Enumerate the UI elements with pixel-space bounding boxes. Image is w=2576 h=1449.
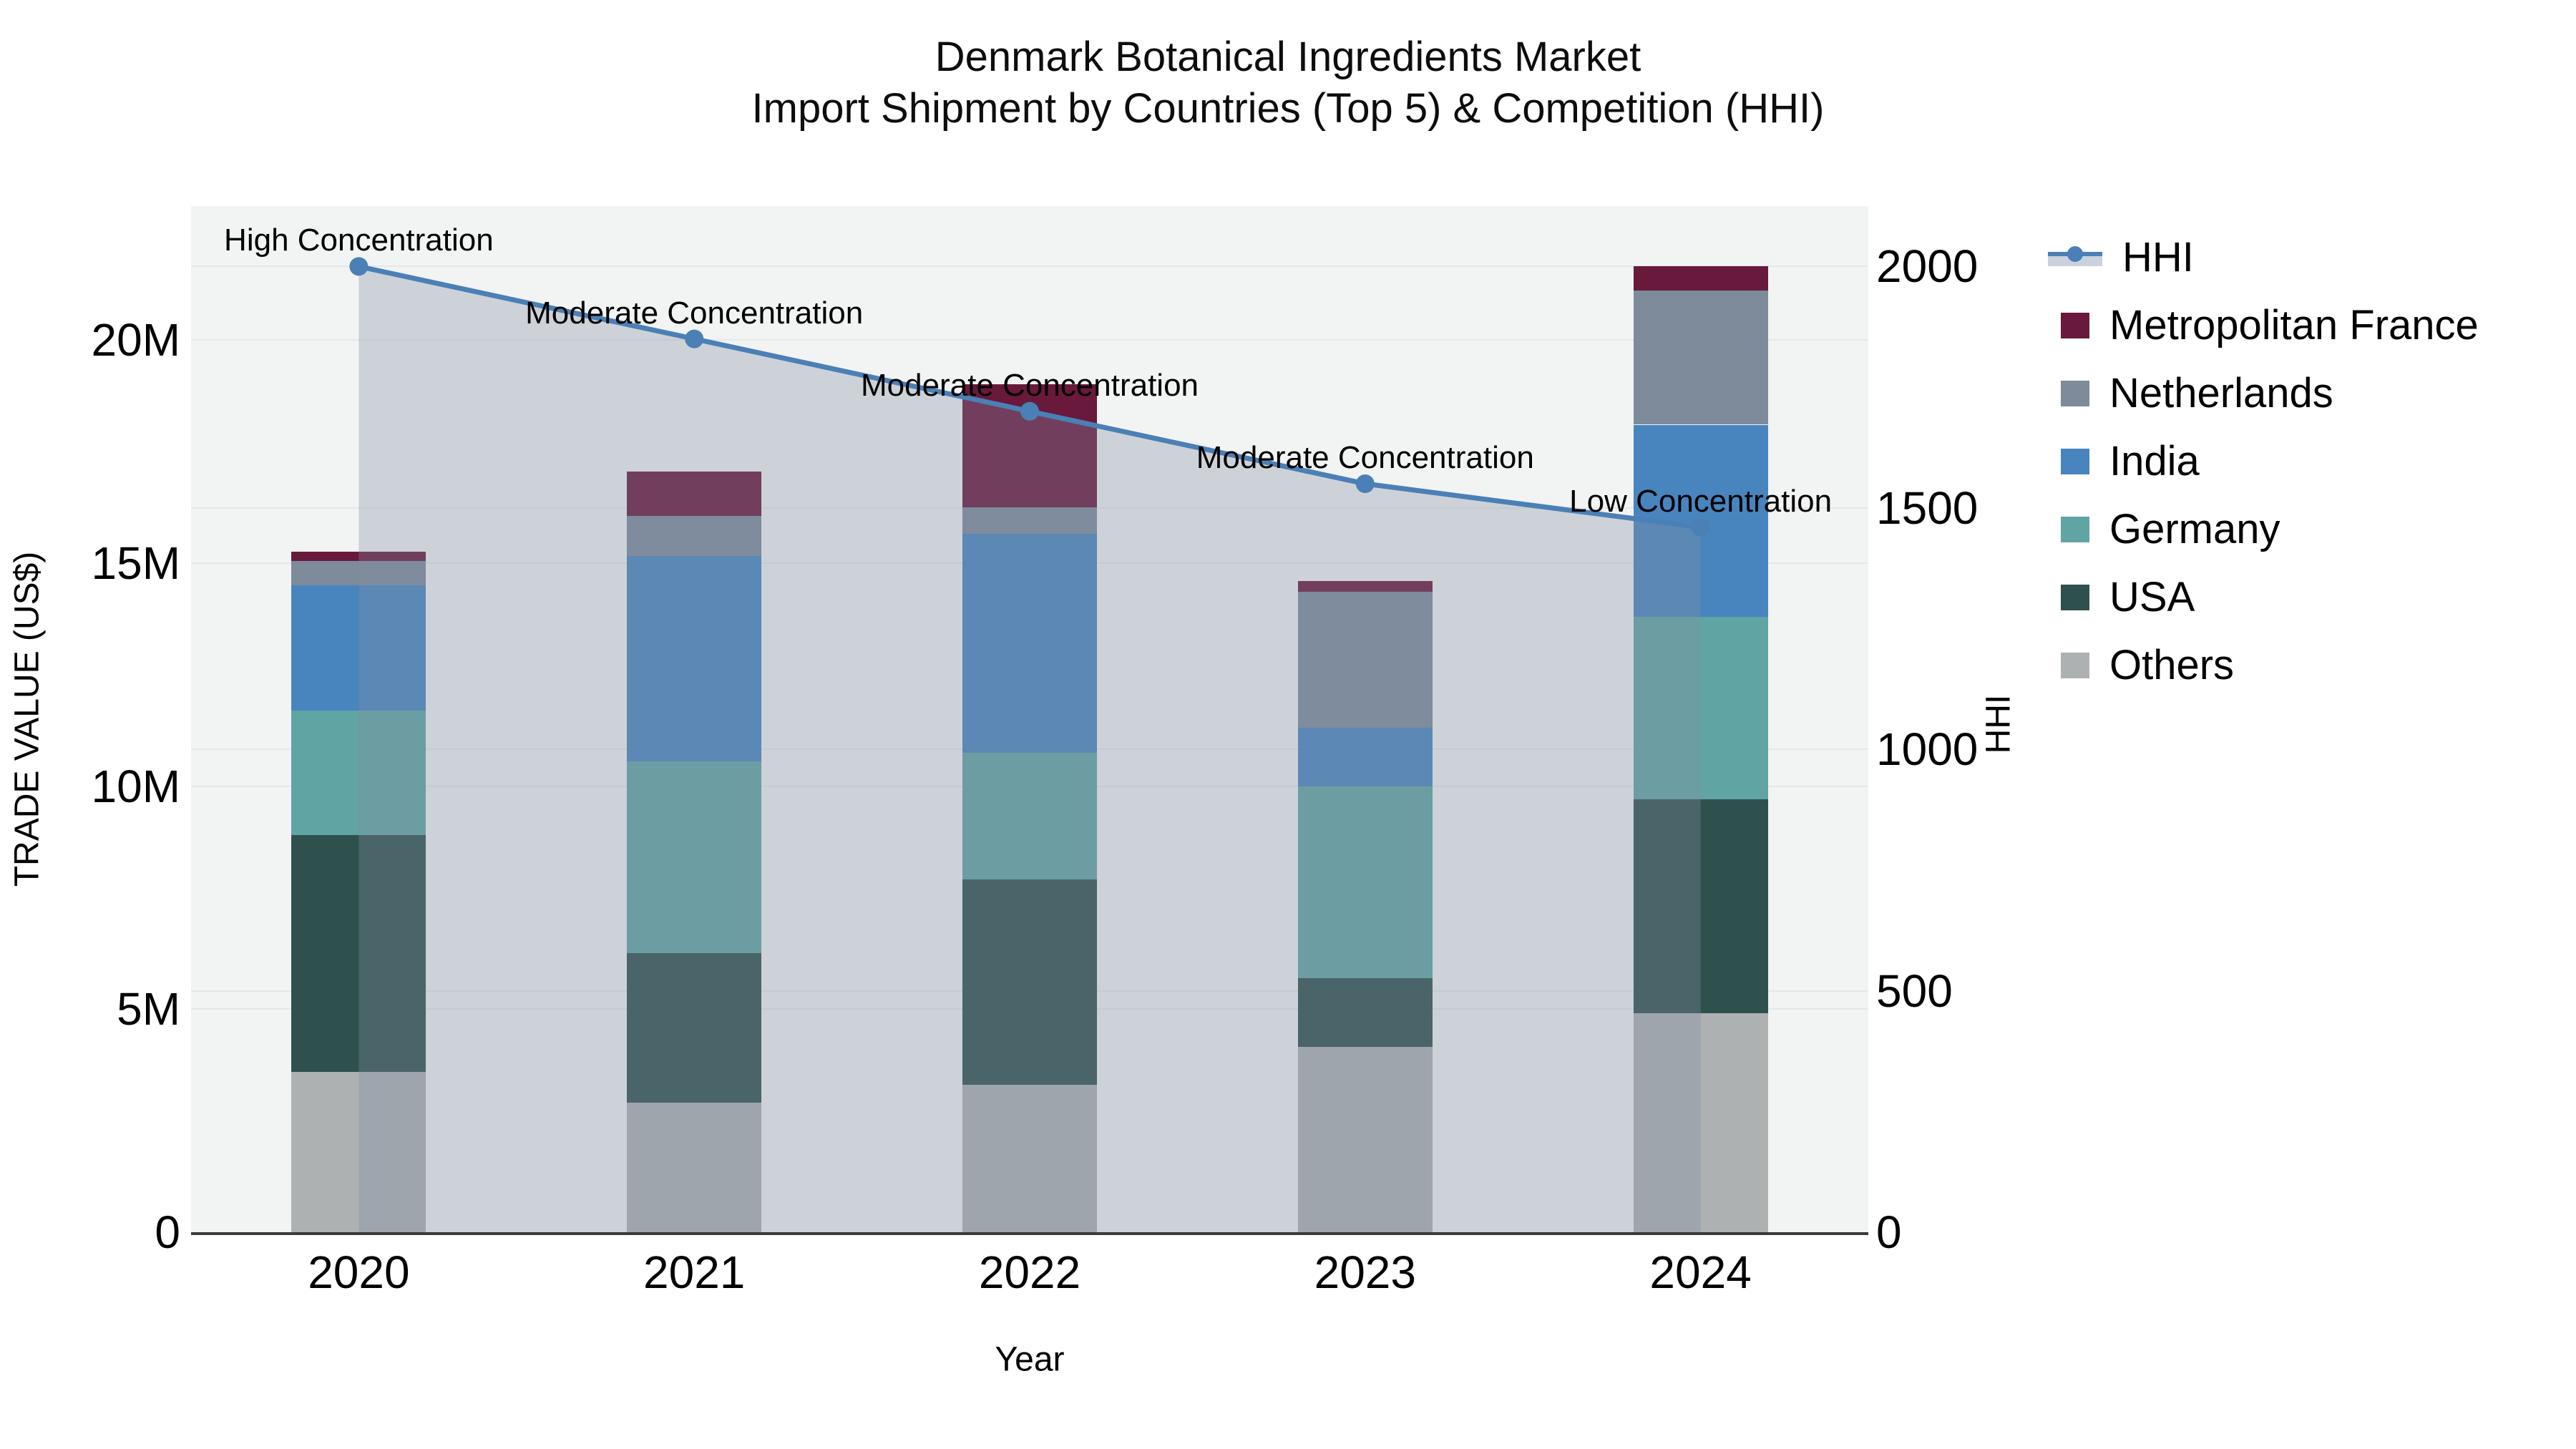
y-left-tick-20M: 20M — [91, 314, 181, 366]
y-left-tick-0: 0 — [155, 1206, 180, 1258]
x-tick-2021: 2021 — [643, 1246, 746, 1298]
bar-segment-2024-netherlands — [1633, 291, 1768, 425]
bar-segment-2024-usa — [1633, 799, 1768, 1014]
bar-segment-2020-germany — [291, 710, 426, 836]
y-right-tick-1500: 1500 — [1876, 482, 1979, 534]
bar-segment-2020-netherlands — [291, 560, 426, 585]
bar-segment-2023-germany — [1297, 786, 1433, 978]
x-tick-2020: 2020 — [308, 1246, 410, 1298]
annotation-2021: Moderate Concentration — [525, 295, 864, 331]
chart-title-line1: Denmark Botanical Ingredients Market — [935, 34, 1641, 80]
y-left-tick-15M: 15M — [91, 537, 181, 589]
bar-segment-2023-others — [1297, 1047, 1433, 1232]
annotation-2024: Low Concentration — [1569, 483, 1833, 519]
bar-segment-2022-india — [962, 534, 1097, 753]
legend-item-hhi[interactable]: HHI — [2044, 223, 2194, 291]
hhi-legend-line-icon — [2048, 245, 2102, 270]
hhi-marker-swatch — [2067, 245, 2083, 262]
bar-segment-2020-usa — [291, 835, 426, 1072]
y-left-axis-title: TRADE VALUE (US$) — [8, 551, 47, 887]
bar-segment-2024-germany — [1633, 616, 1768, 800]
legend-item-india[interactable]: India — [2044, 427, 2200, 495]
legend-item-netherlands[interactable]: Netherlands — [2044, 359, 2333, 427]
legend-label: Metropolitan France — [2109, 302, 2479, 348]
y-left-tick-5M: 5M — [117, 983, 180, 1035]
legend-item-usa[interactable]: USA — [2044, 563, 2195, 631]
bar-segment-2023-usa — [1297, 977, 1433, 1048]
legend-swatch-netherlands — [2061, 380, 2089, 406]
gridline-left-20M — [191, 339, 1868, 341]
bar-segment-2020-metropolitan-france — [291, 552, 426, 561]
legend-swatch-metropolitan-france — [2061, 312, 2089, 338]
bar-segment-2024-india — [1633, 424, 1768, 617]
bar-segment-2021-germany — [627, 761, 762, 954]
bar-segment-2021-netherlands — [627, 516, 762, 557]
y-right-tick-1000: 1000 — [1876, 723, 1979, 776]
y-right-tick-2000: 2000 — [1876, 240, 1979, 293]
legend-label: India — [2109, 438, 2200, 484]
y-right-tick-0: 0 — [1876, 1206, 1902, 1258]
y-right-tick-500: 500 — [1876, 965, 1953, 1017]
x-tick-2023: 2023 — [1314, 1246, 1416, 1298]
legend-item-others[interactable]: Others — [2044, 631, 2234, 699]
legend-label: HHI — [2122, 234, 2194, 280]
x-axis-line — [191, 1232, 1868, 1235]
bar-segment-2022-others — [962, 1085, 1097, 1232]
legend-swatch-india — [2061, 448, 2089, 474]
x-axis-title: Year — [995, 1340, 1065, 1379]
legend-label: USA — [2109, 574, 2195, 620]
legend-item-metropolitan-france[interactable]: Metropolitan France — [2044, 291, 2479, 359]
bar-segment-2021-usa — [627, 953, 762, 1103]
bar-segment-2022-usa — [962, 879, 1097, 1085]
legend-label: Germany — [2109, 506, 2280, 552]
bar-segment-2021-india — [627, 556, 762, 762]
x-tick-2024: 2024 — [1649, 1246, 1752, 1298]
annotation-2020: High Concentration — [224, 223, 494, 258]
legend-item-germany[interactable]: Germany — [2044, 495, 2280, 563]
chart-title-line2: Import Shipment by Countries (Top 5) & C… — [751, 85, 1825, 132]
bar-segment-2024-metropolitan-france — [1633, 266, 1768, 291]
legend-swatch-others — [2061, 652, 2089, 678]
y-right-axis-title: HHI — [1979, 694, 2018, 754]
bar-segment-2023-india — [1297, 728, 1433, 786]
bar-segment-2021-metropolitan-france — [627, 471, 762, 517]
legend-swatch-usa — [2061, 584, 2089, 610]
bar-segment-2022-netherlands — [962, 507, 1097, 535]
bar-segment-2020-others — [291, 1071, 426, 1232]
bar-segment-2023-metropolitan-france — [1297, 580, 1433, 592]
chart-title: Denmark Botanical Ingredients Market Imp… — [0, 31, 2576, 135]
bar-segment-2020-india — [291, 585, 426, 711]
y-left-tick-10M: 10M — [91, 760, 181, 812]
legend-label: Netherlands — [2109, 370, 2333, 416]
bar-segment-2022-germany — [962, 752, 1097, 880]
gridline-right-2000 — [191, 265, 1868, 268]
bar-segment-2024-others — [1633, 1013, 1768, 1232]
legend-swatch-germany — [2061, 516, 2089, 542]
bar-segment-2023-netherlands — [1297, 592, 1433, 728]
legend-label: Others — [2109, 642, 2235, 688]
annotation-2022: Moderate Concentration — [860, 367, 1199, 403]
annotation-2023: Moderate Concentration — [1196, 440, 1534, 476]
bar-segment-2021-others — [627, 1103, 762, 1232]
x-tick-2022: 2022 — [978, 1246, 1081, 1298]
